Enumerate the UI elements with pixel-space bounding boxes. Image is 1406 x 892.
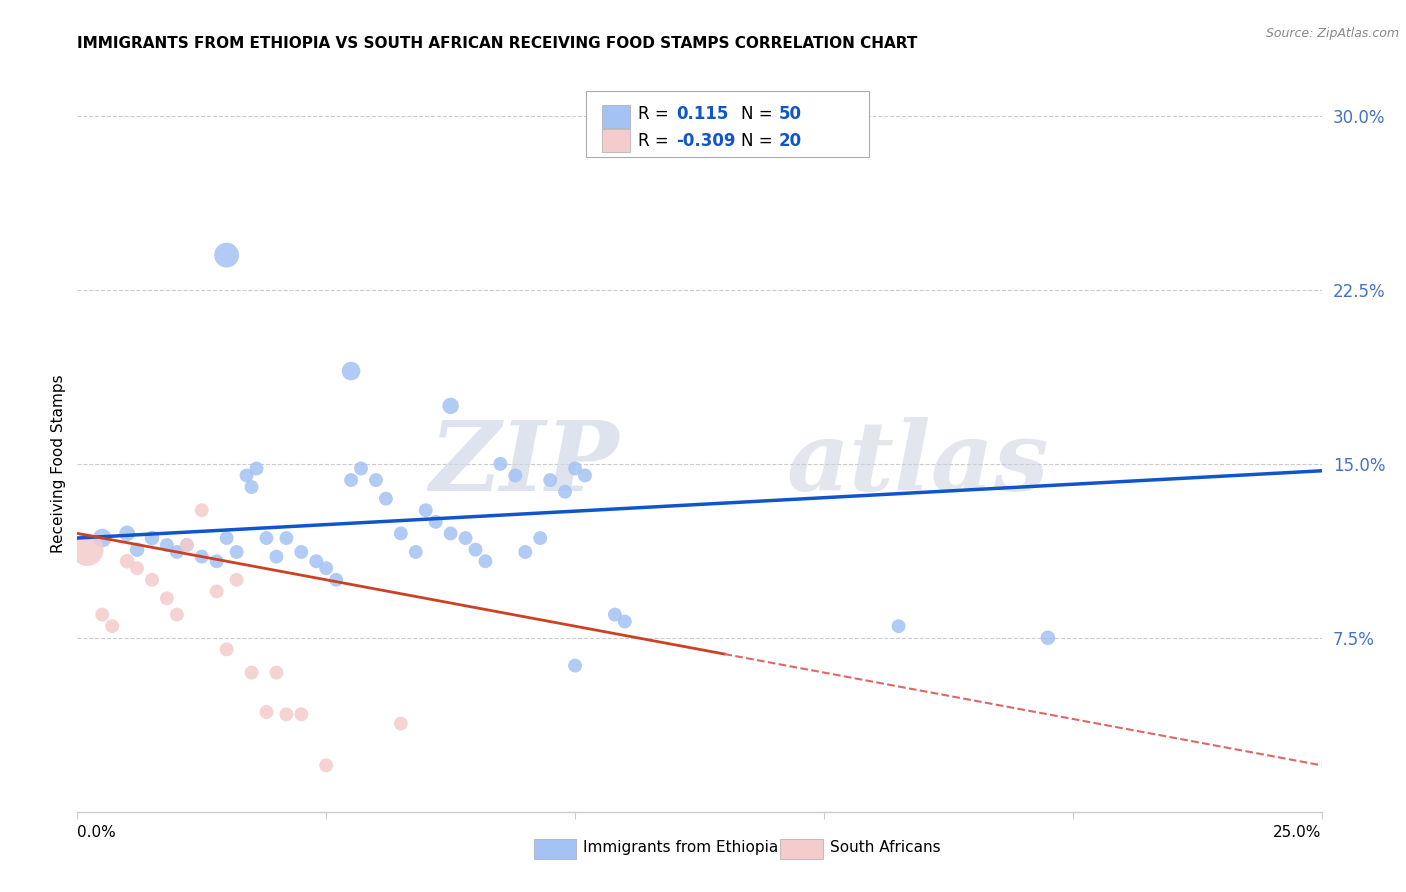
Point: [1036, 631, 1059, 645]
Point: [256, 531, 278, 545]
Point: [191, 549, 214, 564]
Point: [215, 248, 238, 262]
Point: [315, 561, 337, 575]
Point: [325, 573, 347, 587]
Point: [101, 619, 124, 633]
Point: [191, 503, 214, 517]
Point: [266, 549, 288, 564]
Point: [166, 607, 188, 622]
Point: [141, 531, 163, 545]
Point: [205, 584, 228, 599]
Point: [240, 480, 263, 494]
Point: [115, 526, 138, 541]
Point: [564, 658, 586, 673]
Point: [91, 531, 114, 545]
Point: [235, 468, 257, 483]
Point: [887, 619, 910, 633]
Point: [290, 707, 312, 722]
Point: [76, 542, 98, 557]
Point: [125, 542, 148, 557]
Point: [240, 665, 263, 680]
Text: R =: R =: [638, 105, 669, 123]
Point: [166, 545, 188, 559]
Text: 0.115: 0.115: [676, 105, 728, 123]
Point: [389, 716, 412, 731]
Point: [340, 364, 363, 378]
Point: [350, 461, 373, 475]
Text: N =: N =: [741, 132, 772, 150]
Point: [176, 538, 198, 552]
Point: [156, 538, 179, 552]
Point: [440, 399, 463, 413]
Point: [290, 545, 312, 559]
Point: [364, 473, 387, 487]
Text: R =: R =: [638, 132, 669, 150]
Point: [425, 515, 447, 529]
Point: [603, 607, 626, 622]
Text: ZIP: ZIP: [429, 417, 619, 511]
Text: Immigrants from Ethiopia: Immigrants from Ethiopia: [583, 840, 779, 855]
Point: [474, 554, 496, 568]
Point: [613, 615, 636, 629]
Point: [464, 542, 486, 557]
Point: [415, 503, 437, 517]
Text: South Africans: South Africans: [830, 840, 941, 855]
Point: [215, 642, 238, 657]
Text: atlas: atlas: [786, 417, 1049, 511]
Point: [225, 573, 247, 587]
Point: [538, 473, 561, 487]
Point: [374, 491, 396, 506]
Point: [115, 554, 138, 568]
Point: [225, 545, 247, 559]
Text: 0.0%: 0.0%: [77, 825, 117, 840]
Text: -0.309: -0.309: [676, 132, 735, 150]
Text: 20: 20: [779, 132, 801, 150]
Text: 25.0%: 25.0%: [1274, 825, 1322, 840]
Point: [125, 561, 148, 575]
Text: IMMIGRANTS FROM ETHIOPIA VS SOUTH AFRICAN RECEIVING FOOD STAMPS CORRELATION CHAR: IMMIGRANTS FROM ETHIOPIA VS SOUTH AFRICA…: [77, 36, 918, 51]
Point: [315, 758, 337, 772]
Point: [256, 705, 278, 719]
Y-axis label: Receiving Food Stamps: Receiving Food Stamps: [51, 375, 66, 553]
Point: [176, 538, 198, 552]
Point: [389, 526, 412, 541]
Point: [529, 531, 551, 545]
Point: [515, 545, 537, 559]
Point: [564, 461, 586, 475]
Point: [276, 707, 298, 722]
Point: [305, 554, 328, 568]
Point: [554, 484, 576, 499]
Point: [91, 607, 114, 622]
Point: [405, 545, 427, 559]
Text: 50: 50: [779, 105, 801, 123]
Point: [245, 461, 267, 475]
Point: [440, 526, 463, 541]
Text: N =: N =: [741, 105, 772, 123]
Point: [454, 531, 477, 545]
Point: [141, 573, 163, 587]
Point: [266, 665, 288, 680]
Text: Source: ZipAtlas.com: Source: ZipAtlas.com: [1265, 27, 1399, 40]
Point: [340, 473, 363, 487]
Point: [574, 468, 596, 483]
Point: [505, 468, 527, 483]
Point: [489, 457, 512, 471]
Point: [215, 531, 238, 545]
Point: [156, 591, 179, 606]
Point: [276, 531, 298, 545]
Point: [205, 554, 228, 568]
